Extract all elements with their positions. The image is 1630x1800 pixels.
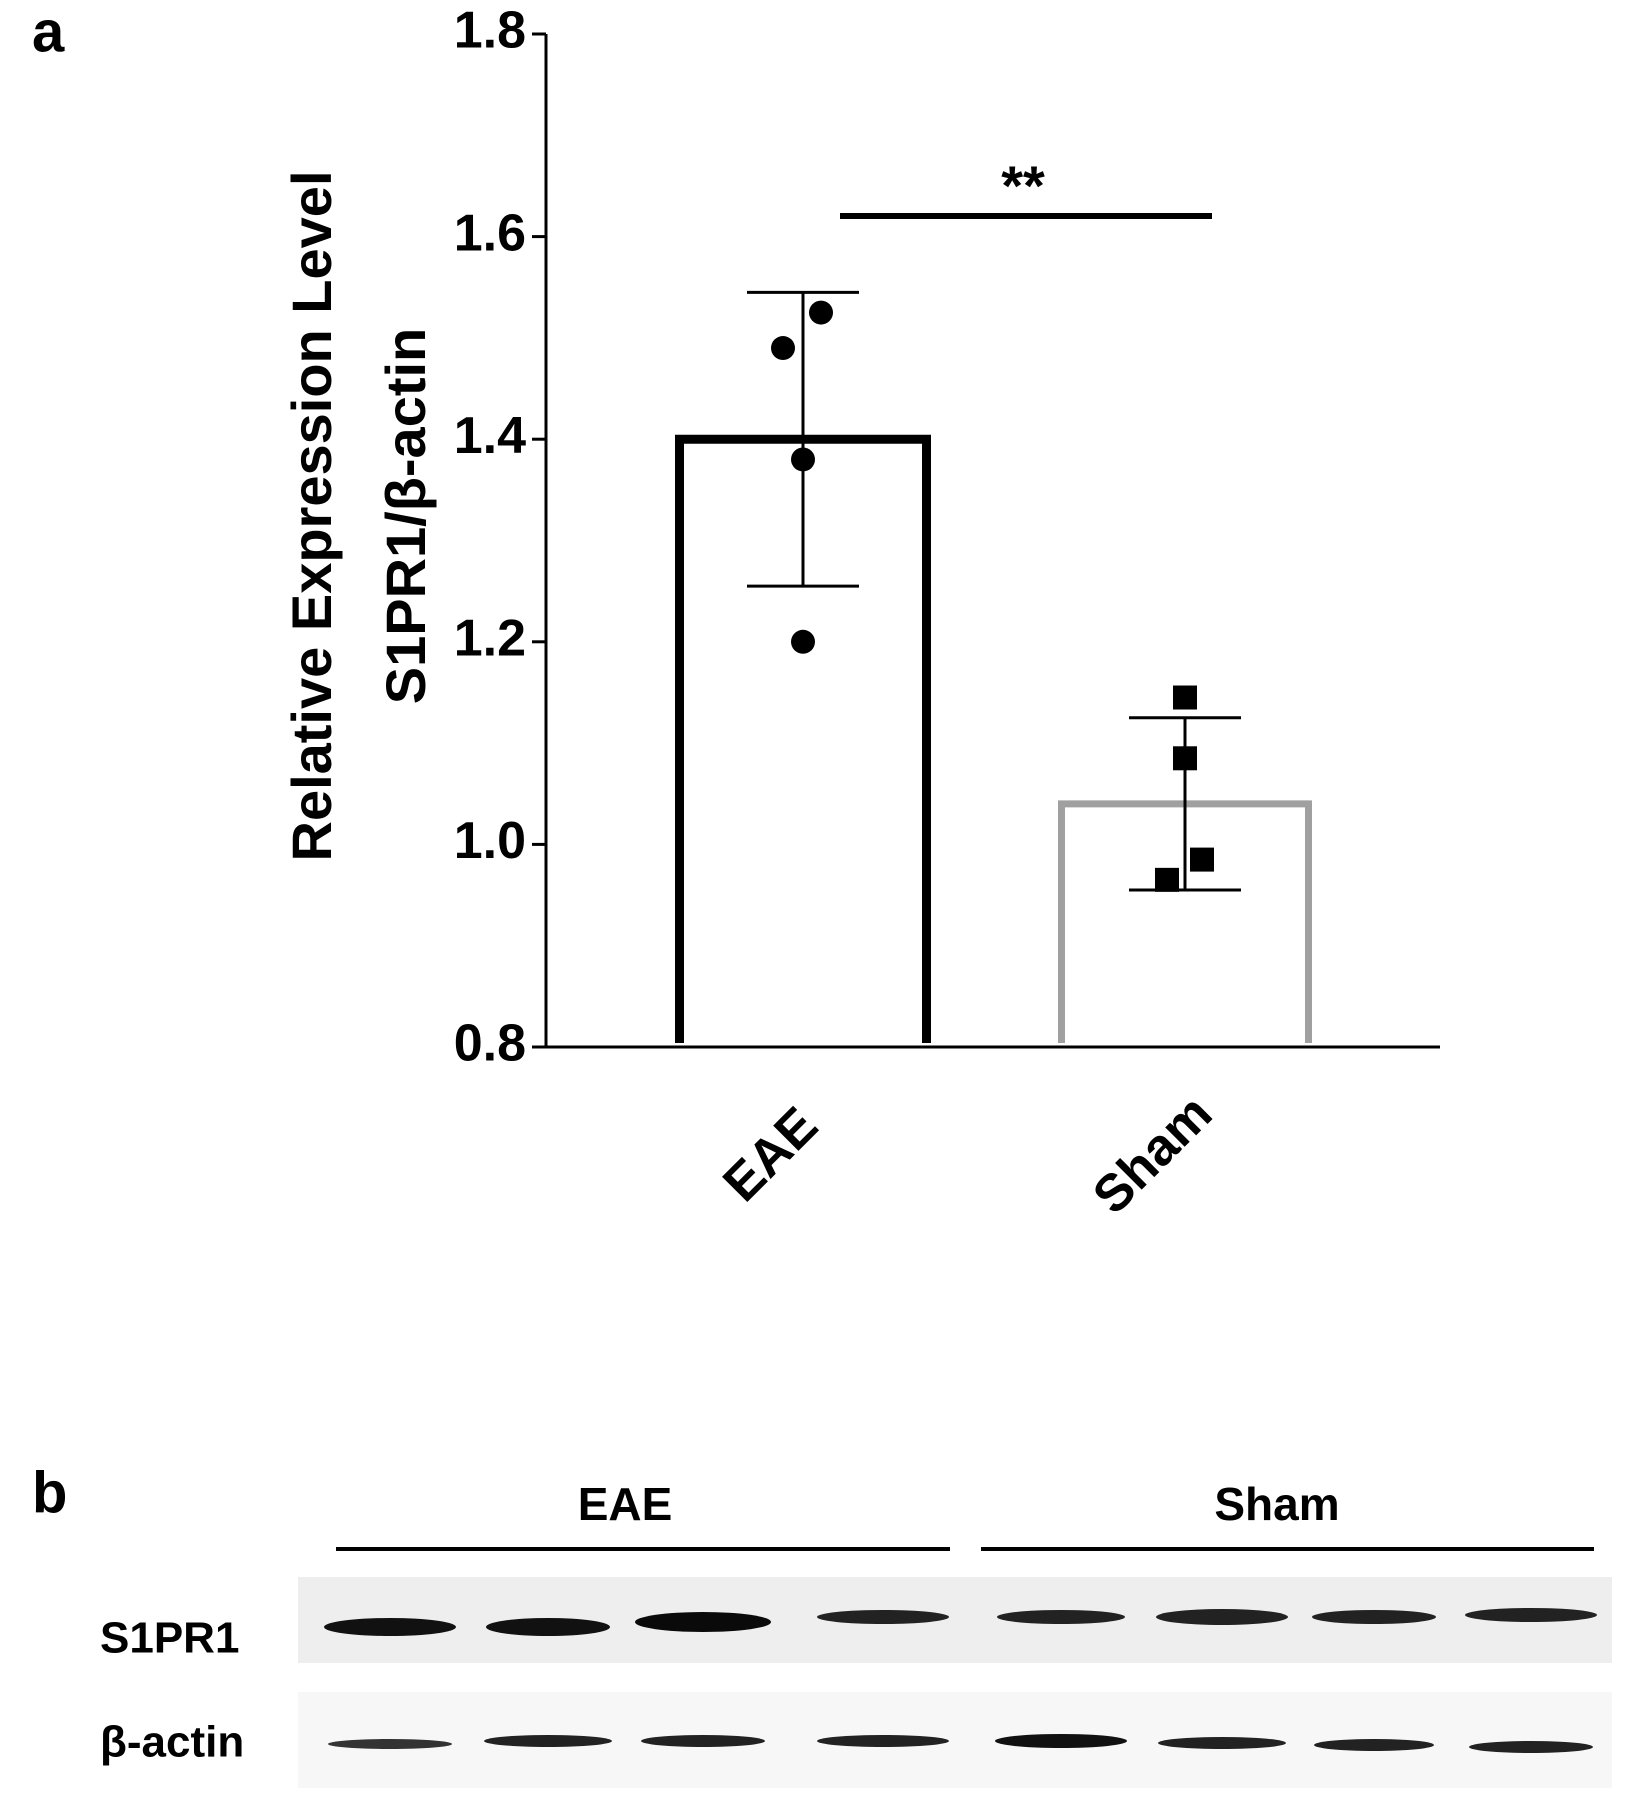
- x-tick-label: Sham: [1082, 1084, 1223, 1225]
- panel-label: b: [32, 1460, 67, 1525]
- y-axis-label: Relative Expression Level S1PR1/β-actin: [280, 170, 437, 861]
- data-point: [1173, 685, 1197, 710]
- y-tick-label: 1.6: [454, 204, 526, 262]
- x-tick-label: EAE: [712, 1096, 829, 1213]
- y-axis-label-line: Relative Expression Level: [280, 170, 343, 861]
- data-point: [791, 447, 815, 472]
- data-point: [1173, 746, 1197, 771]
- row-label: S1PR1: [100, 1614, 239, 1663]
- blot-bands: [324, 1608, 1597, 1753]
- y-tick-label: 0.8: [454, 1015, 526, 1073]
- data-point: [1155, 867, 1179, 892]
- group-label: Sham: [1214, 1478, 1339, 1530]
- x-tick-label-group: Sham: [1082, 1084, 1223, 1225]
- group-label: EAE: [578, 1478, 673, 1530]
- y-tick-label: 1.2: [454, 610, 526, 668]
- y-axis-label-line: S1PR1/β-actin: [374, 328, 437, 705]
- row-label: β-actin: [100, 1718, 244, 1767]
- y-tick-label: 1.0: [454, 812, 526, 870]
- y-tick-label: 1.4: [454, 407, 526, 465]
- y-tick-label: 1.8: [454, 2, 526, 60]
- data-point: [1190, 847, 1214, 872]
- x-tick-label-group: EAE: [712, 1096, 829, 1213]
- panel-label: a: [32, 0, 65, 64]
- data-point: [809, 300, 833, 325]
- significance-label: **: [1001, 154, 1045, 217]
- data-point: [791, 629, 815, 654]
- data-point: [771, 336, 795, 361]
